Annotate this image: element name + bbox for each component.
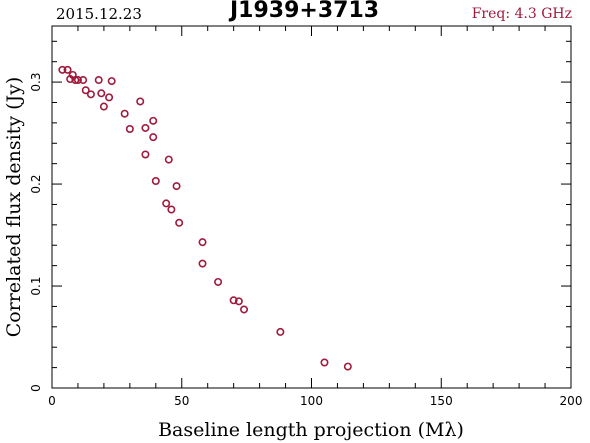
- plot-frame: [51, 25, 572, 389]
- x-tick-label: 50: [174, 394, 189, 408]
- y-tick-label: 0.2: [29, 175, 43, 194]
- data-point: [320, 358, 329, 367]
- data-point: [136, 97, 145, 106]
- data-point: [141, 123, 150, 132]
- data-point: [97, 89, 106, 98]
- data-point: [162, 199, 171, 208]
- data-point: [149, 133, 158, 142]
- data-point: [229, 296, 238, 305]
- data-point: [107, 77, 116, 86]
- y-tick-label: 0.3: [29, 73, 43, 92]
- axis-tick-labels: 0 50 100 150 200 0 0.1 0.2 0.3: [29, 73, 582, 408]
- data-point: [79, 76, 88, 85]
- observation-date: 2015.12.23: [56, 5, 142, 23]
- data-point: [276, 327, 285, 336]
- data-point: [167, 205, 176, 214]
- data-point: [58, 65, 67, 74]
- data-point: [214, 277, 223, 286]
- data-points: [58, 65, 352, 371]
- data-point: [151, 176, 160, 185]
- data-point: [198, 238, 207, 247]
- data-point: [99, 102, 108, 111]
- y-tick-label: 0: [29, 384, 43, 392]
- data-point: [63, 65, 72, 74]
- data-point: [343, 362, 352, 371]
- data-point: [149, 116, 158, 125]
- data-point: [73, 76, 82, 85]
- x-tick-label: 0: [48, 394, 56, 408]
- x-axis-label: Baseline length projection (Mλ): [158, 419, 464, 441]
- source-title: J1939+3713: [230, 0, 380, 23]
- x-tick-label: 150: [430, 394, 453, 408]
- data-point: [81, 86, 90, 95]
- x-tick-label: 200: [560, 394, 583, 408]
- data-point: [164, 155, 173, 164]
- data-point: [125, 124, 134, 133]
- data-point: [141, 150, 150, 159]
- x-tick-label: 100: [300, 394, 323, 408]
- data-point: [198, 259, 207, 268]
- data-point: [71, 76, 80, 85]
- data-point: [120, 109, 129, 118]
- frequency-label: Freq: 4.3 GHz: [471, 6, 572, 22]
- y-axis-label: Correlated flux density (Jy): [3, 77, 25, 338]
- data-point: [86, 90, 95, 99]
- data-point: [172, 182, 181, 191]
- data-point: [175, 218, 184, 227]
- data-point: [105, 93, 114, 102]
- axis-ticks: [51, 26, 572, 389]
- data-point: [240, 305, 249, 314]
- data-point: [234, 297, 243, 306]
- y-tick-label: 0.1: [29, 276, 43, 295]
- data-point: [94, 76, 103, 85]
